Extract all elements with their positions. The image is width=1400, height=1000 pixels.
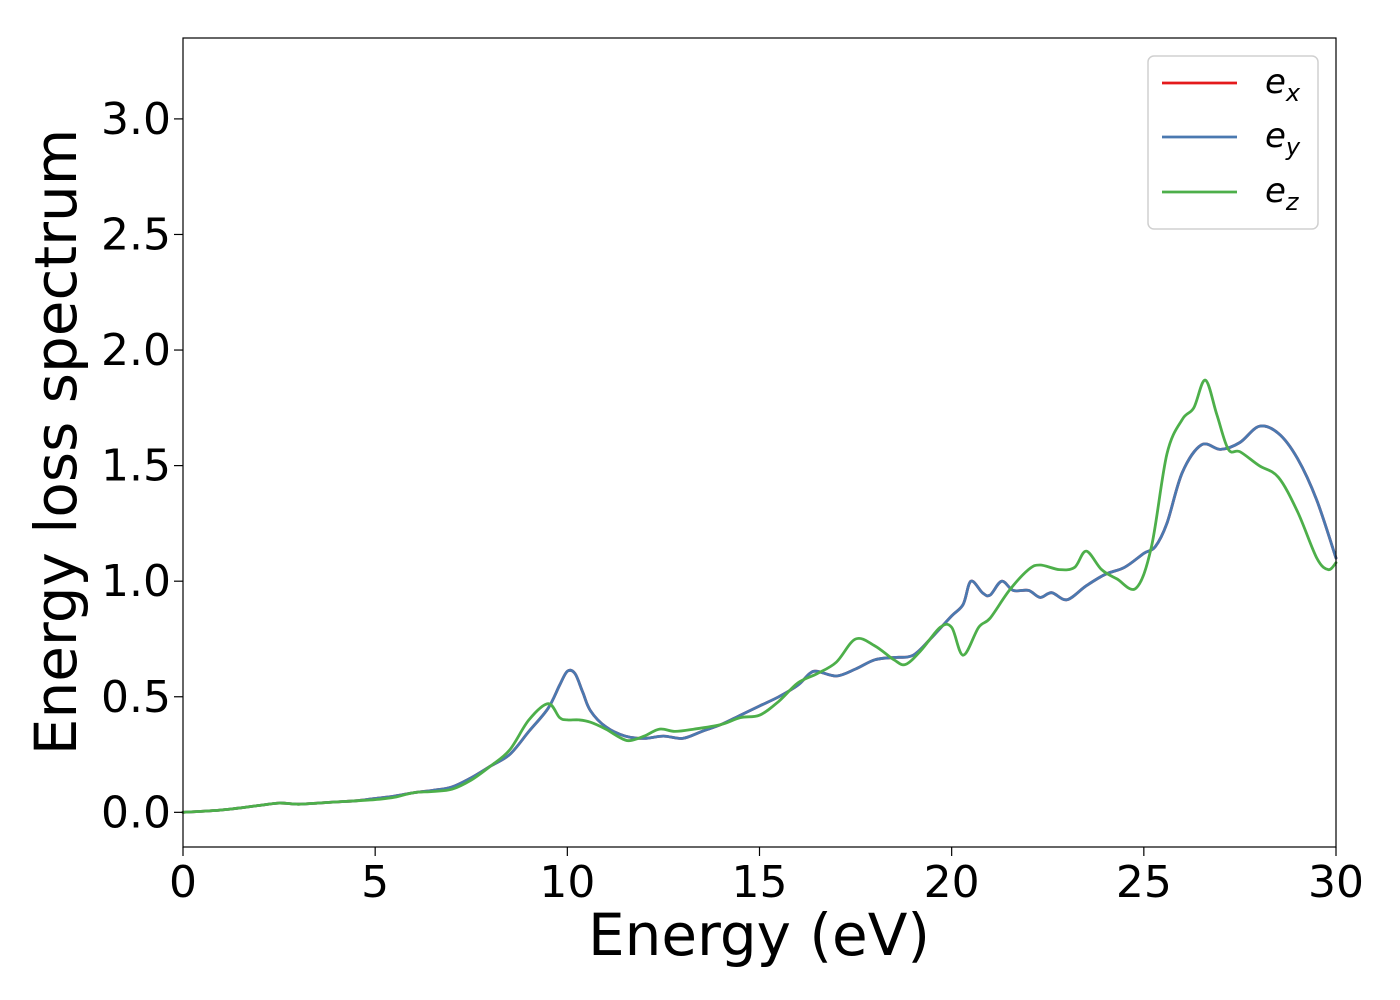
series-layer	[181, 378, 1338, 814]
legend-subscript-x: x	[1285, 79, 1301, 107]
y-tick-label: 1.5	[101, 441, 171, 492]
legend-subscript-z: z	[1285, 188, 1300, 216]
plot-area	[183, 38, 1336, 847]
x-axis-label: Energy (eV)	[588, 901, 930, 969]
legend-box	[1147, 55, 1319, 230]
x-tick-label: 0	[169, 857, 197, 908]
x-tick-label: 30	[1308, 857, 1364, 908]
y-axis-label: Energy loss spectrum	[22, 129, 90, 755]
x-tick-label: 10	[539, 857, 595, 908]
series-line-ez	[181, 378, 1338, 814]
y-tick-label: 2.5	[101, 209, 171, 260]
x-tick-label: 5	[361, 857, 389, 908]
y-tick-label: 0.0	[101, 787, 171, 838]
y-tick-label: 1.0	[101, 556, 171, 607]
x-tick-label: 15	[732, 857, 788, 908]
x-tick-label: 25	[1116, 857, 1172, 908]
x-axis: 0 5 10 15 20 25 30	[169, 847, 1364, 908]
x-tick-label: 20	[924, 857, 980, 908]
y-tick-label: 3.0	[101, 94, 171, 145]
legend-subscript-y: y	[1285, 133, 1301, 161]
y-tick-label: 0.5	[101, 672, 171, 723]
y-axis: 0.0 0.5 1.0 1.5 2.0 2.5 3.0	[101, 94, 183, 838]
y-tick-label: 2.0	[101, 325, 171, 376]
